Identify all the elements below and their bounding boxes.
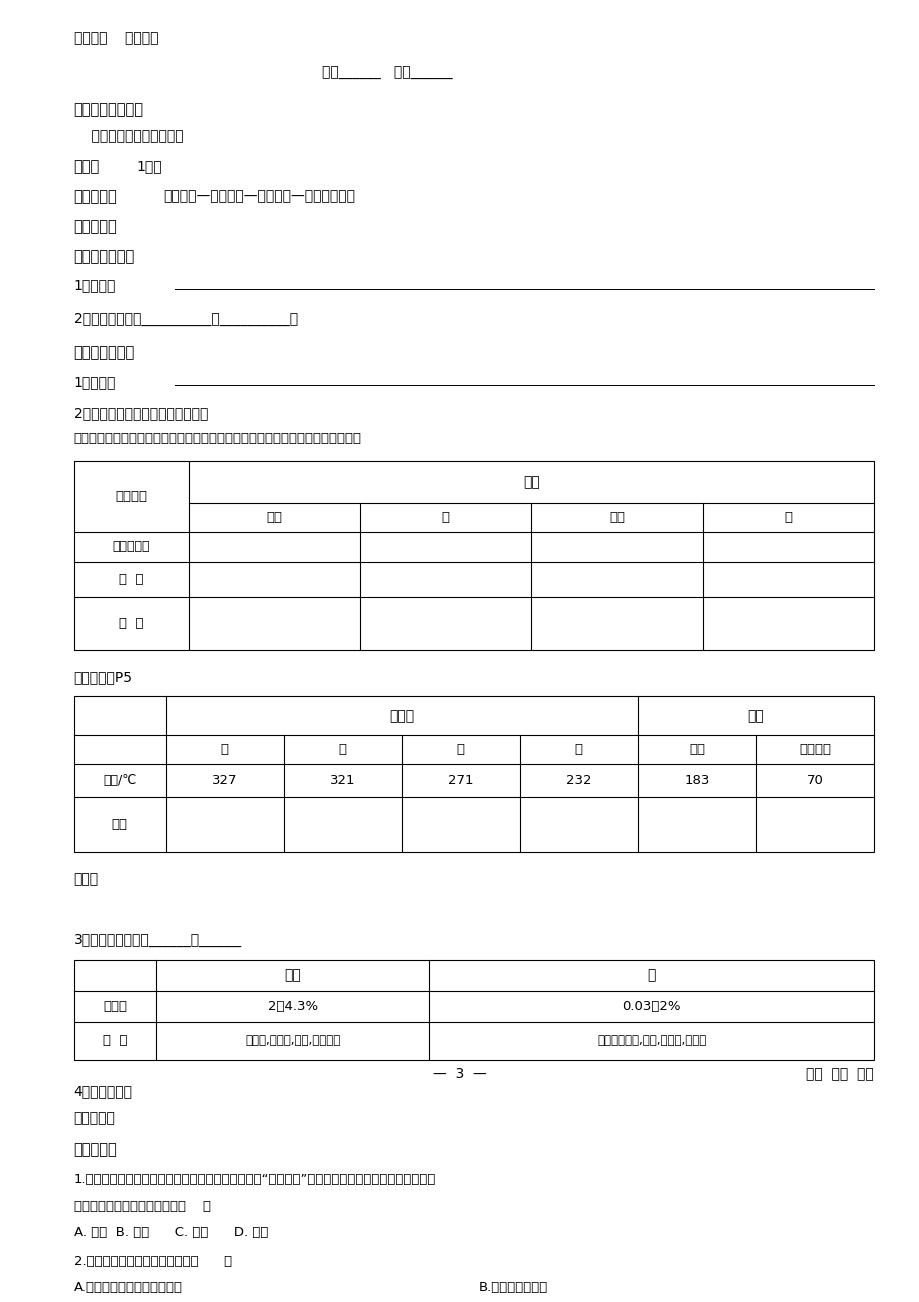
Text: 结论：: 结论：	[74, 872, 98, 887]
Text: 课堂练习：: 课堂练习：	[74, 1142, 118, 1157]
Text: 1.人类的生产和生活中离不开金属材料。通常所说的“金属材料”，既包括纯金属，也包括各种合金。: 1.人类的生产和生活中离不开金属材料。通常所说的“金属材料”，既包括纯金属，也包…	[74, 1173, 436, 1186]
Text: A. 青铜  B. 生鐵      C. 紫铜      D. 焊锡: A. 青铜 B. 生鐵 C. 紫铜 D. 焊锡	[74, 1226, 267, 1240]
Text: 坚硬而有韧性,可铸,可锻轧,可延压: 坚硬而有韧性,可铸,可锻轧,可延压	[596, 1034, 706, 1047]
Bar	[74, 960, 873, 1060]
Text: 70: 70	[806, 773, 823, 786]
Text: 武德合金: 武德合金	[798, 743, 830, 756]
Text: 锡: 锡	[784, 510, 791, 523]
Text: 精致教育    成就人生: 精致教育 成就人生	[74, 31, 158, 46]
Text: 优良性能：: 优良性能：	[74, 1111, 116, 1125]
Text: 生鐵: 生鐵	[284, 969, 301, 982]
Text: —  3  —: — 3 —	[433, 1068, 486, 1081]
Text: 立德  雅行  笃学: 立德 雅行 笃学	[805, 1068, 873, 1081]
Text: 班级______   姓名______: 班级______ 姓名______	[322, 66, 452, 81]
Bar	[74, 461, 873, 650]
Text: 下列金属材料不属于合金的是（    ）: 下列金属材料不属于合金的是（ ）	[74, 1199, 210, 1212]
Text: 2、鐵的合金包括__________和__________。: 2、鐵的合金包括__________和__________。	[74, 311, 298, 326]
Text: 1、合金：: 1、合金：	[74, 375, 116, 389]
Text: 2～4.3%: 2～4.3%	[267, 1000, 317, 1013]
Text: 4、钓及钓合金: 4、钓及钓合金	[74, 1085, 132, 1099]
Text: 镟: 镟	[338, 743, 346, 756]
Text: 合金: 合金	[747, 708, 764, 723]
Text: 燕点/℃: 燕点/℃	[103, 773, 136, 786]
Text: 结  论: 结 论	[119, 617, 143, 630]
Text: 3、鐵的合金：包括______和______: 3、鐵的合金：包括______和______	[74, 934, 242, 947]
Text: 二、课堂导学：: 二、课堂导学：	[74, 345, 135, 359]
Text: 导学过程：: 导学过程：	[74, 219, 118, 234]
Text: 比较黄铜片和铜片、焊锡和锡的光泽和颜色；将它们相互刻划，比较它们的硬度。: 比较黄铜片和铜片、焊锡和锡的光泽和颜色；将它们相互刻划，比较它们的硬度。	[74, 432, 361, 445]
Text: 铜: 铜	[441, 510, 449, 523]
Text: 锡: 锡	[574, 743, 583, 756]
Text: 铅: 铅	[221, 743, 229, 756]
Text: 2.下列关于合金的说法正确的是（      ）: 2.下列关于合金的说法正确的是（ ）	[74, 1255, 232, 1268]
Text: 0.03～2%: 0.03～2%	[621, 1000, 680, 1013]
Text: 现象: 现象	[522, 475, 539, 490]
Text: 性  能: 性 能	[103, 1034, 127, 1047]
Text: 合金及合金的性能、用途: 合金及合金的性能、用途	[74, 129, 183, 143]
Text: 2、探究纯金属和合金的性质比较：: 2、探究纯金属和合金的性质比较：	[74, 406, 208, 419]
Text: 钗: 钗	[647, 969, 655, 982]
Text: 光泽和颜色: 光泽和颜色	[112, 540, 150, 553]
Text: 导学知识目标点：: 导学知识目标点：	[74, 102, 143, 117]
Bar	[74, 697, 873, 853]
Text: 183: 183	[684, 773, 709, 786]
Text: 硬  度: 硬 度	[119, 573, 143, 586]
Text: 铋: 铋	[456, 743, 464, 756]
Text: 271: 271	[448, 773, 473, 786]
Text: B.合金属于化合物: B.合金属于化合物	[478, 1281, 547, 1294]
Text: 焊锡: 焊锡	[688, 743, 704, 756]
Text: 232: 232	[565, 773, 591, 786]
Text: 性质比较: 性质比较	[115, 490, 147, 503]
Text: 纯金属: 纯金属	[389, 708, 414, 723]
Text: 1、合金：: 1、合金：	[74, 279, 116, 293]
Text: 一、课前导学：: 一、课前导学：	[74, 249, 135, 264]
Text: 课时：: 课时：	[74, 159, 100, 174]
Text: 结论: 结论	[111, 818, 128, 831]
Text: 1课时: 1课时	[136, 159, 162, 173]
Text: 321: 321	[330, 773, 355, 786]
Text: A.合金都是不同的金属组成的: A.合金都是不同的金属组成的	[74, 1281, 182, 1294]
Text: 含碳量: 含碳量	[103, 1000, 127, 1013]
Text: 黄铜: 黄铜	[266, 510, 282, 523]
Text: 创设情境—联系实际—得出结论—解决实际问题: 创设情境—联系实际—得出结论—解决实际问题	[164, 189, 356, 203]
Text: 焊锡: 焊锡	[608, 510, 624, 523]
Text: 硬而脆,无韧性,可铸,不可锻轧: 硬而脆,无韧性,可铸,不可锻轧	[244, 1034, 340, 1047]
Text: 导学方法：: 导学方法：	[74, 189, 118, 204]
Text: 讨论：课本P5: 讨论：课本P5	[74, 671, 132, 684]
Text: 327: 327	[211, 773, 237, 786]
